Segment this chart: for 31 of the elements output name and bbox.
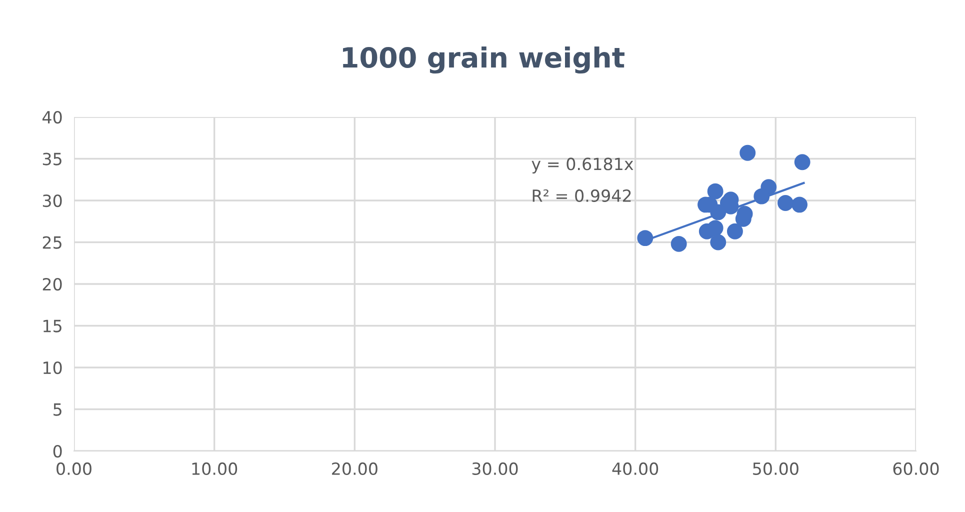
y-tick-label: 25 <box>42 236 62 249</box>
y-tick-label: 5 <box>54 403 62 416</box>
y-tick-label: 30 <box>42 194 62 208</box>
y-tick-label: 0 <box>53 444 62 458</box>
point <box>637 230 654 246</box>
point <box>778 195 794 211</box>
y-tick-label: 35 <box>42 152 62 166</box>
x-tick-label: 30.00 <box>472 462 518 476</box>
point <box>794 154 810 170</box>
point <box>710 204 726 220</box>
x-tick-label: 40.00 <box>612 462 658 476</box>
annotation: y = 0.6181x <box>532 158 634 174</box>
x-tick-label: 10.00 <box>192 462 238 476</box>
x-tick-label: 0.00 <box>56 462 92 476</box>
point <box>754 188 770 204</box>
x-tick-label: 50.00 <box>753 462 798 476</box>
point <box>707 183 724 200</box>
point <box>726 223 743 240</box>
annotation: R² = 0.9942 <box>532 189 631 202</box>
point <box>740 144 756 161</box>
y-tick-label: 15 <box>44 320 62 332</box>
x-tick-label: 60.00 <box>893 462 939 476</box>
y-tick-label: 10 <box>44 361 62 374</box>
y-tick-label: 20 <box>42 278 62 291</box>
point <box>698 223 715 240</box>
point <box>670 236 687 252</box>
point <box>710 234 726 250</box>
x-tick-label: 20.00 <box>332 462 378 476</box>
y-tick-label: 40 <box>42 110 62 124</box>
chart-title: 1000 grain weight <box>343 46 624 74</box>
point <box>792 196 808 213</box>
